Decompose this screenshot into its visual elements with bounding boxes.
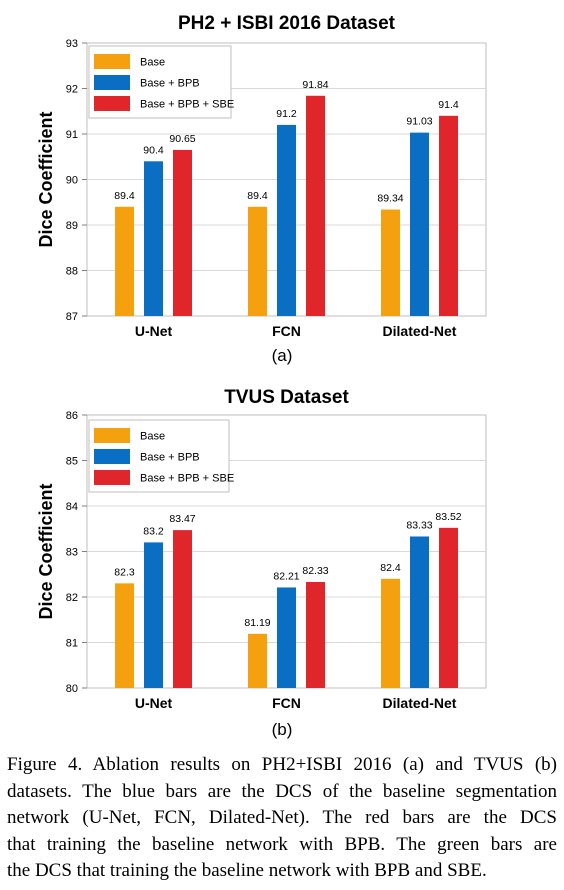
y-tick-label: 86 (66, 410, 78, 422)
bar-value-label: 91.03 (406, 116, 432, 128)
y-tick-label: 82 (66, 592, 78, 604)
bar (248, 633, 267, 688)
bar-value-label: 90.65 (169, 133, 195, 145)
chart-title: PH2 + ISBI 2016 Dataset (178, 13, 396, 34)
bar (173, 530, 192, 688)
bar (144, 161, 163, 316)
bar-value-label: 83.47 (169, 513, 195, 525)
bar-value-label: 89.4 (114, 190, 135, 202)
legend-swatch (94, 54, 130, 69)
y-tick-label: 80 (66, 683, 78, 695)
caption-line: datasets. The blue bars are the DCS of t… (7, 780, 557, 802)
legend-label: Base + BPB + SBE (140, 99, 234, 111)
subfigure-label-b: (b) (271, 720, 293, 739)
x-category-label: Dilated-Net (383, 695, 457, 711)
bar (277, 587, 296, 688)
legend-swatch (94, 449, 130, 464)
caption-line: that training the baseline network with … (7, 833, 557, 855)
y-tick-label: 89 (66, 220, 78, 232)
bar (439, 115, 458, 316)
bar-chart-b: TVUS Dataset 80 81 82 83 84 85 86 Dice Coefficie… (36, 387, 487, 711)
y-tick-label: 81 (66, 638, 78, 650)
x-category-label: U-Net (135, 323, 173, 339)
y-tick-label: 83 (66, 547, 78, 559)
y-axis-label: Dice Coefficient (36, 111, 56, 247)
bar (381, 578, 400, 688)
bar-value-label: 83.33 (406, 519, 432, 531)
x-category-label: FCN (272, 695, 301, 711)
chart-panel-b: TVUS Dataset 80 81 82 83 84 85 86 Dice Coefficie… (0, 378, 564, 746)
subfigure-label-a: (a) (271, 346, 293, 365)
legend-label: Base + BPB + SBE (140, 473, 234, 485)
bar-value-label: 82.33 (302, 565, 328, 577)
legend-label: Base (140, 431, 165, 443)
bar-chart-a: PH2 + ISBI 2016 Dataset 87 88 89 90 91 92 93 Dic… (36, 13, 487, 339)
y-tick-label: 85 (66, 456, 78, 468)
bar-value-label: 89.34 (377, 193, 403, 205)
bar-value-label: 91.4 (438, 99, 459, 111)
chart-panel-a: PH2 + ISBI 2016 Dataset 87 88 89 90 91 92 93 Dic… (0, 0, 564, 372)
bar (306, 581, 325, 688)
bar (306, 95, 325, 316)
legend-swatch (94, 96, 130, 111)
bar-value-label: 89.4 (247, 190, 268, 202)
x-category-label: FCN (272, 323, 301, 339)
legend-swatch (94, 428, 130, 443)
bar (410, 132, 429, 316)
legend-label: Base + BPB (140, 452, 200, 464)
legend-label: Base + BPB (140, 78, 200, 90)
y-axis-label: Dice Coefficient (36, 483, 56, 619)
y-tick-label: 93 (66, 38, 78, 50)
bar-value-label: 90.4 (143, 144, 164, 156)
x-category-label: U-Net (135, 695, 173, 711)
chart-title: TVUS Dataset (224, 387, 349, 408)
bar (381, 209, 400, 316)
caption-line: the DCS that training the baseline netwo… (7, 860, 487, 881)
bar (439, 527, 458, 688)
bar-value-label: 83.2 (143, 525, 164, 537)
y-tick-label: 90 (66, 175, 78, 187)
bar (410, 536, 429, 688)
bar (115, 206, 134, 316)
legend-swatch (94, 470, 130, 485)
y-tick-label: 92 (66, 84, 78, 96)
caption-line: Figure 4. Ablation results on PH2+ISBI 2… (7, 754, 557, 775)
bar (173, 149, 192, 316)
bar-value-label: 82.3 (114, 566, 135, 578)
bar-value-label: 83.52 (435, 511, 461, 523)
bar (277, 124, 296, 317)
bar-value-label: 91.2 (276, 108, 297, 120)
y-tick-label: 91 (66, 129, 78, 141)
bar (144, 542, 163, 688)
y-tick-label: 84 (66, 501, 78, 513)
bar-value-label: 81.19 (244, 617, 270, 629)
y-tick-label: 87 (66, 311, 78, 323)
caption-line: network (U-Net, FCN, Dilated-Net). The r… (7, 807, 557, 828)
y-tick-label: 88 (66, 266, 78, 278)
bar-value-label: 91.84 (302, 79, 328, 91)
legend-swatch (94, 75, 130, 90)
bar-value-label: 82.21 (273, 570, 299, 582)
bar-value-label: 82.4 (380, 562, 401, 574)
bar (115, 583, 134, 688)
x-category-label: Dilated-Net (383, 323, 457, 339)
legend-label: Base (140, 57, 165, 69)
figure-caption: Figure 4. Ablation results on PH2+ISBI 2… (7, 752, 557, 885)
bar (248, 206, 267, 316)
